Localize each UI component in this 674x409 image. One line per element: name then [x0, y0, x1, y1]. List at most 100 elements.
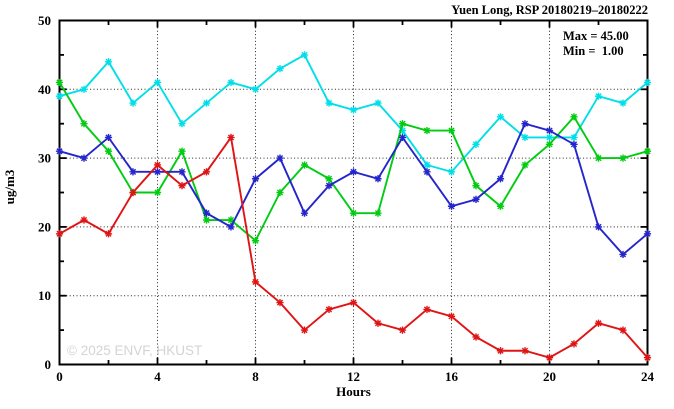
series-blue-marker-h6	[202, 209, 211, 217]
series-cyan-marker-h18	[496, 113, 505, 121]
series-blue-marker-h14	[398, 133, 407, 142]
series-red-marker-h0	[55, 230, 64, 238]
y-tick-label: 20	[38, 219, 51, 234]
series-green-marker-h19	[521, 161, 529, 169]
series-green	[55, 78, 652, 245]
series-blue-marker-h0	[55, 147, 64, 155]
series-cyan-marker-h19	[521, 133, 529, 142]
series-red-marker-h1	[80, 216, 88, 224]
series-green-marker-h12	[349, 209, 358, 217]
series-cyan-marker-h22	[594, 92, 603, 100]
series-green-marker-h8	[251, 237, 260, 245]
series-red-marker-h16	[447, 312, 456, 320]
y-tick-label: 10	[38, 288, 51, 303]
series-red-marker-h7	[227, 133, 235, 142]
series-red-marker-h21	[570, 340, 578, 348]
series-blue-marker-h23	[619, 250, 627, 259]
series-cyan-marker-h15	[423, 161, 431, 169]
series-cyan-marker-h3	[129, 99, 137, 107]
series-red-marker-h13	[374, 319, 382, 327]
series-green-marker-h17	[472, 182, 480, 190]
series-blue-marker-h1	[80, 154, 88, 162]
series-green-marker-h4	[153, 188, 162, 197]
series-cyan-marker-h16	[447, 168, 456, 176]
x-tick-label: 20	[543, 369, 556, 384]
series-red	[55, 133, 652, 362]
series-green-marker-h21	[570, 113, 578, 121]
x-axis-title: Hours	[336, 384, 371, 399]
series-green-marker-h18	[496, 202, 505, 210]
x-tick-label: 0	[56, 369, 63, 384]
series-cyan-marker-h1	[80, 85, 88, 93]
series-red-marker-h3	[129, 188, 137, 197]
series-red-marker-h23	[619, 326, 627, 334]
series-blue-marker-h16	[447, 202, 456, 210]
series-blue-marker-h19	[521, 120, 529, 128]
series-green-marker-h5	[178, 147, 186, 155]
series-blue	[55, 120, 652, 259]
series-blue-marker-h20	[545, 126, 554, 135]
series-cyan-marker-h5	[178, 120, 186, 128]
x-tick-label: 8	[252, 369, 259, 384]
series-green-marker-h6	[202, 216, 211, 224]
series-green-marker-h2	[104, 147, 113, 155]
series-green-marker-h10	[300, 161, 309, 169]
series-cyan-marker-h11	[325, 99, 333, 107]
series-red-marker-h22	[594, 319, 603, 327]
series-red-marker-h14	[398, 326, 407, 334]
series-cyan-marker-h20	[545, 133, 554, 142]
y-tick-label: 50	[38, 13, 51, 28]
series-cyan-marker-h21	[570, 133, 578, 142]
x-tick-label: 12	[347, 369, 360, 384]
series-cyan-marker-h24	[643, 78, 652, 87]
series-cyan	[55, 51, 652, 176]
series-green-marker-h24	[643, 147, 652, 155]
series-red-marker-h6	[202, 168, 211, 176]
series-blue-marker-h17	[472, 195, 480, 203]
series-red-marker-h15	[423, 305, 431, 314]
series-cyan-marker-h4	[153, 78, 162, 87]
min-annotation: Min = 1.00	[563, 44, 624, 58]
series-blue-marker-h2	[104, 133, 113, 142]
series-blue-marker-h24	[643, 230, 652, 238]
series-cyan-marker-h17	[472, 140, 480, 148]
series-cyan-marker-h12	[349, 106, 358, 114]
series-red-marker-h4	[153, 161, 162, 169]
y-tick-label: 0	[45, 357, 52, 372]
series-red-marker-h5	[178, 182, 186, 190]
series-green-marker-h7	[227, 216, 235, 224]
series-green-marker-h16	[447, 126, 456, 135]
series-blue-marker-h4	[153, 168, 162, 176]
series-green-marker-h0	[55, 78, 64, 87]
series-blue-marker-h3	[129, 168, 137, 176]
series-blue-marker-h7	[227, 223, 235, 231]
series-cyan-marker-h7	[227, 78, 235, 87]
series-cyan-marker-h9	[276, 65, 284, 73]
series-green-marker-h11	[325, 175, 333, 183]
series-blue-marker-h13	[374, 175, 382, 183]
series-red-marker-h20	[545, 354, 554, 362]
series-green-marker-h22	[594, 154, 603, 162]
series-blue-marker-h21	[570, 140, 578, 148]
series-cyan-marker-h8	[251, 85, 260, 93]
series-green-marker-h1	[80, 120, 88, 128]
series-green-marker-h15	[423, 126, 431, 135]
series-red-marker-h17	[472, 333, 480, 341]
series-green-marker-h14	[398, 120, 407, 128]
series-blue-marker-h12	[349, 168, 358, 176]
gridlines	[59, 20, 648, 365]
y-axis-title: ug/m3	[2, 169, 17, 204]
series-green-marker-h13	[374, 209, 382, 217]
series-red-marker-h11	[325, 305, 333, 314]
series-cyan-marker-h14	[398, 126, 407, 135]
chart-title: Yuen Long, RSP 20180219–20180222	[451, 3, 648, 17]
series-cyan-marker-h10	[300, 51, 309, 59]
series-blue-marker-h9	[276, 154, 284, 162]
series-green-marker-h20	[545, 140, 554, 148]
data-series	[55, 51, 652, 362]
series-red-marker-h9	[276, 298, 284, 307]
series-red-marker-h2	[104, 230, 113, 238]
series-blue-marker-h11	[325, 182, 333, 190]
